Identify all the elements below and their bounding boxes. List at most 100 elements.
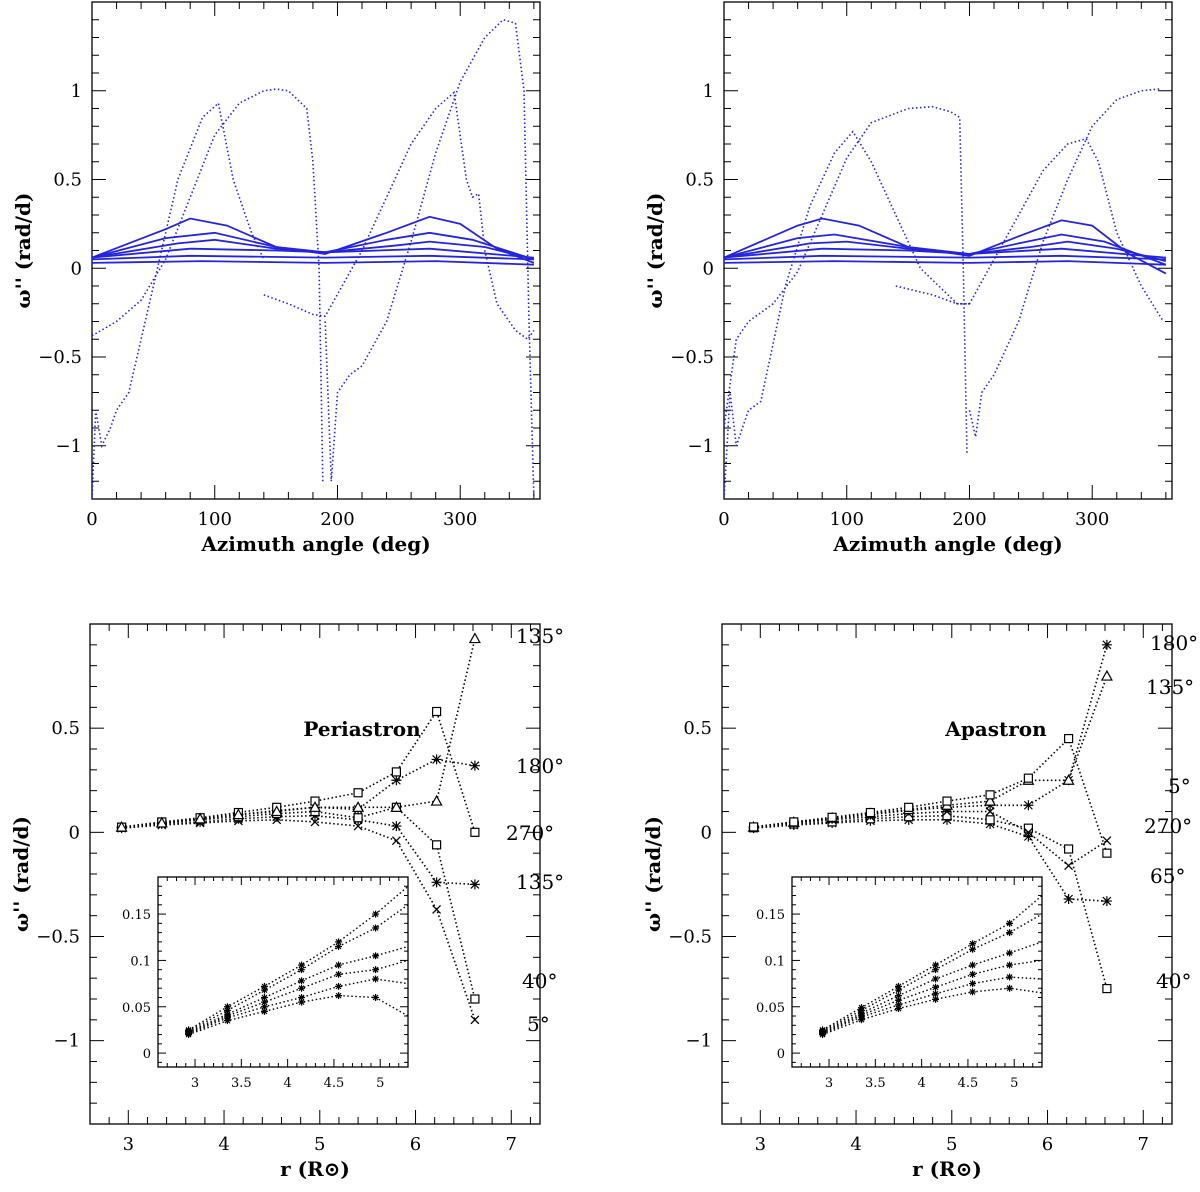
star-marker — [260, 1003, 268, 1011]
x-tick-label: 0 — [718, 509, 729, 530]
y-axis-label: ω'' (rad/d) — [643, 193, 667, 309]
star-marker — [372, 966, 380, 974]
star-marker — [894, 986, 902, 994]
x-tick-label: 300 — [1075, 509, 1109, 530]
series-line — [121, 709, 476, 833]
y-tick-label: −1 — [685, 1031, 712, 1052]
x-tick-label: 7 — [1138, 1134, 1149, 1155]
star-marker — [1101, 896, 1112, 907]
square-marker — [391, 767, 401, 777]
y-tick-label: 0.1 — [130, 954, 151, 969]
star-marker — [372, 924, 380, 932]
star-marker — [819, 1026, 827, 1034]
series-line-dotted-peak-355 — [968, 88, 1160, 438]
star-marker — [260, 993, 268, 1001]
inset-plot-area — [185, 885, 408, 1039]
y-tick-label: −1 — [53, 1031, 80, 1052]
series-line-dotted-peak-105 — [724, 130, 970, 499]
triangle-marker — [984, 794, 997, 806]
x-tick-label: 5 — [946, 1134, 957, 1155]
star-marker — [335, 982, 343, 990]
triangle-marker — [1062, 774, 1075, 785]
x-tick-label: 7 — [506, 1134, 517, 1155]
series-line-dotted-peak-150 — [92, 88, 324, 482]
star-marker — [932, 983, 940, 991]
panel-title: Apastron — [944, 717, 1047, 741]
x-tick-label: 6 — [410, 1134, 421, 1155]
triangle-marker — [308, 801, 322, 812]
triangle-marker — [194, 812, 207, 824]
cross-marker — [1023, 827, 1033, 837]
star-marker — [894, 996, 902, 1004]
series-line-dotted-peak-100 — [92, 101, 265, 499]
y-tick-label: 0.05 — [122, 1001, 151, 1016]
x-tick-label: 3.5 — [231, 1076, 252, 1091]
series-line-solid-6 — [92, 260, 534, 266]
x-axis-label: Azimuth angle (deg) — [200, 532, 430, 556]
square-marker — [1023, 773, 1033, 783]
x-tick-label: 4 — [218, 1134, 229, 1155]
square-marker — [353, 788, 363, 798]
star-marker — [969, 940, 977, 948]
x-axis-label: r (R⊙) — [912, 1157, 982, 1181]
y-tick-label: 0.1 — [764, 954, 785, 969]
star-marker — [894, 992, 902, 1000]
cross-marker — [985, 807, 995, 816]
star-marker — [932, 975, 940, 983]
star-marker — [1023, 831, 1034, 842]
square-marker — [985, 815, 995, 825]
x-tick-label: 200 — [320, 509, 354, 530]
star-marker — [298, 993, 306, 1001]
square-marker — [1063, 844, 1074, 854]
star-marker — [372, 993, 380, 1001]
panel-title: Periastron — [303, 717, 421, 741]
star-marker — [969, 988, 977, 996]
star-marker — [932, 961, 940, 969]
star-marker — [260, 986, 268, 994]
star-marker — [260, 982, 268, 990]
square-marker — [470, 827, 480, 837]
series-line-solid-2 — [724, 233, 1167, 266]
star-marker — [894, 1001, 902, 1009]
y-tick-label: 1 — [71, 81, 82, 102]
star-marker — [391, 775, 402, 786]
triangle-marker — [352, 801, 365, 812]
x-tick-label: 200 — [952, 509, 986, 530]
x-tick-label: 3 — [191, 1076, 199, 1091]
plot-area — [724, 88, 1167, 499]
series-line — [121, 806, 476, 1000]
series-label: 180° — [1150, 631, 1198, 655]
star-marker — [335, 961, 343, 969]
series-line — [121, 638, 476, 828]
x-tick-label: 5 — [314, 1134, 325, 1155]
series-label: 270° — [1144, 814, 1192, 838]
cross-marker — [1064, 861, 1074, 871]
cross-marker — [353, 821, 363, 831]
y-tick-label: 0.05 — [756, 1001, 785, 1016]
series-label: 135° — [516, 624, 564, 648]
square-marker — [827, 812, 837, 822]
star-marker — [223, 1003, 231, 1011]
square-marker — [789, 817, 799, 827]
series-label: 5° — [1168, 774, 1191, 798]
star-marker — [969, 945, 977, 953]
y-tick-label: 0.15 — [756, 908, 785, 923]
star-marker — [335, 938, 343, 946]
triangle-marker — [155, 816, 168, 828]
inset-bottom-left: 3 3.5 4 4.5 5 0 0.05 0.1 0.15 — [122, 876, 409, 1091]
y-tick-label: −0.5 — [668, 927, 712, 948]
panel-top-right: 0 100 200 300 −1 −0.5 0 0.5 1 Azimuth angle (deg)… — [643, 1, 1173, 556]
x-tick-label: 4 — [283, 1076, 291, 1091]
star-marker — [335, 943, 343, 951]
star-marker — [372, 975, 380, 983]
y-tick-label: 0 — [701, 822, 712, 843]
star-marker — [372, 910, 380, 918]
series-label: 135° — [516, 870, 564, 894]
x-tick-label: 3 — [123, 1134, 134, 1155]
square-marker — [431, 706, 442, 717]
x-tick-label: 0 — [86, 509, 97, 530]
y-tick-label: −0.5 — [38, 347, 82, 368]
x-tick-label: 300 — [443, 509, 477, 530]
y-tick-label: 0.5 — [685, 170, 714, 191]
y-tick-label: 0.15 — [122, 908, 151, 923]
